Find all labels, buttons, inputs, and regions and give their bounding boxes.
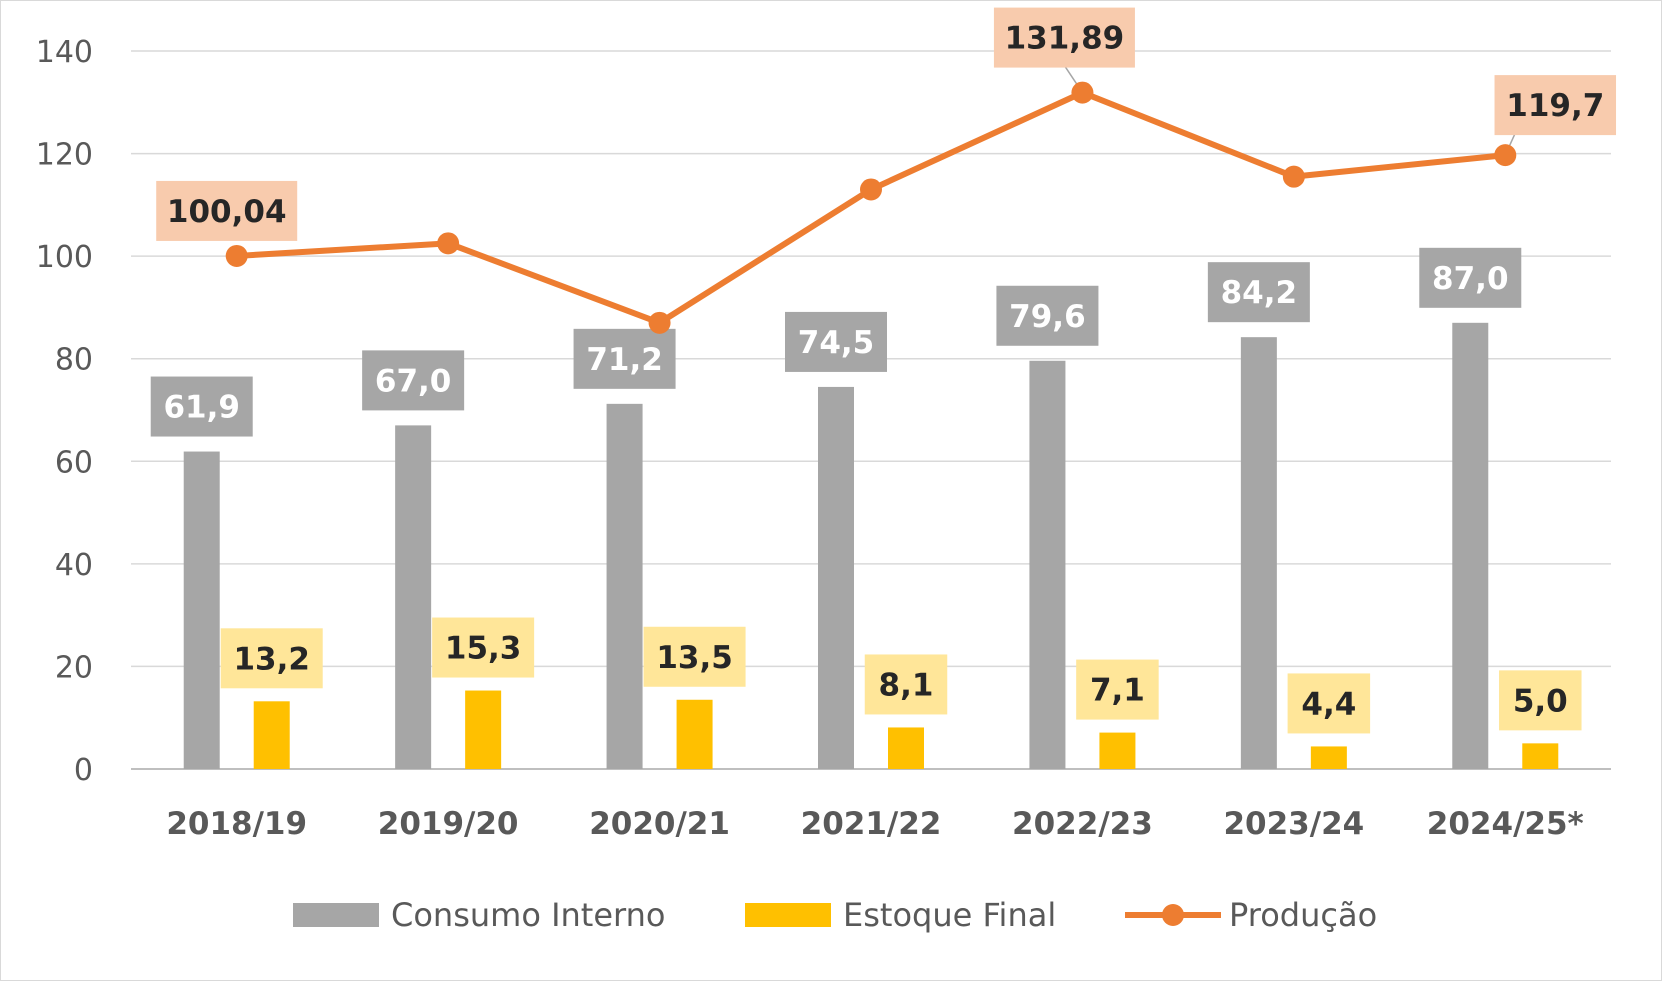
y-tick-label: 40 bbox=[55, 548, 93, 583]
bar-consumo-interno bbox=[818, 386, 854, 769]
point-producao bbox=[1282, 165, 1305, 188]
data-label-consumo-interno: 61,9 bbox=[163, 390, 240, 426]
data-label-producao-box bbox=[1494, 75, 1617, 136]
legend-label-consumo-interno: Consumo Interno bbox=[391, 896, 665, 934]
point-producao bbox=[225, 244, 248, 267]
data-label-estoque-final-box bbox=[1076, 659, 1159, 720]
bar-estoque-final bbox=[1310, 746, 1347, 769]
data-label-estoque-final-box bbox=[1287, 673, 1371, 734]
data-label-estoque-final: 5,0 bbox=[1513, 683, 1568, 719]
data-label-estoque-final: 13,5 bbox=[656, 640, 733, 676]
data-label-consumo-interno: 79,6 bbox=[1009, 299, 1086, 335]
data-label-estoque-final-box bbox=[220, 628, 323, 689]
data-label-estoque-final-box bbox=[643, 626, 746, 687]
y-tick-label: 80 bbox=[55, 343, 93, 378]
x-category-label: 2022/23 bbox=[1012, 806, 1153, 842]
legend-label-estoque-final: Estoque Final bbox=[843, 896, 1056, 934]
y-tick-label: 20 bbox=[55, 650, 93, 685]
x-category-label: 2024/25* bbox=[1427, 806, 1584, 842]
data-label-consumo-interno-box bbox=[1419, 247, 1522, 308]
data-label-producao: 119,7 bbox=[1506, 88, 1604, 124]
data-label-estoque-final: 13,2 bbox=[233, 641, 310, 677]
data-label-producao-box bbox=[156, 180, 298, 241]
point-producao bbox=[860, 178, 882, 201]
y-tick-label: 0 bbox=[74, 753, 93, 788]
bar-consumo-interno bbox=[606, 403, 643, 769]
data-label-consumo-interno-box bbox=[785, 311, 887, 372]
bar-consumo-interno bbox=[1240, 337, 1277, 769]
bar-consumo-interno bbox=[1452, 322, 1489, 769]
bar-estoque-final bbox=[465, 690, 502, 769]
bar-estoque-final bbox=[1099, 732, 1136, 769]
data-label-estoque-final-box bbox=[864, 654, 948, 715]
data-label-consumo-interno: 67,0 bbox=[375, 363, 452, 399]
bar-estoque-final bbox=[888, 727, 924, 769]
y-tick-label: 60 bbox=[55, 445, 93, 480]
bar-consumo-interno bbox=[1029, 360, 1066, 769]
data-label-producao: 131,89 bbox=[1005, 21, 1125, 57]
bar-estoque-final bbox=[676, 699, 713, 769]
data-label-estoque-final: 15,3 bbox=[445, 631, 522, 667]
point-producao bbox=[1494, 144, 1517, 167]
bar-estoque-final bbox=[253, 701, 290, 769]
bar-consumo-interno bbox=[395, 425, 432, 769]
data-label-consumo-interno-box bbox=[362, 350, 465, 411]
data-label-consumo-interno-box bbox=[996, 285, 1099, 346]
x-category-label: 2021/22 bbox=[801, 806, 942, 842]
data-label-consumo-interno-box bbox=[1207, 262, 1310, 323]
data-label-consumo-interno: 74,5 bbox=[798, 325, 875, 361]
data-label-producao: 100,04 bbox=[167, 194, 287, 230]
data-label-consumo-interno: 84,2 bbox=[1221, 275, 1298, 311]
y-tick-label: 140 bbox=[36, 35, 93, 70]
x-category-label: 2019/20 bbox=[378, 806, 519, 842]
x-category-label: 2018/19 bbox=[166, 806, 307, 842]
data-label-consumo-interno: 87,0 bbox=[1432, 261, 1509, 297]
x-category-label: 2023/24 bbox=[1223, 806, 1364, 842]
bar-consumo-interno bbox=[183, 451, 220, 769]
legend-label-producao: Produção bbox=[1229, 896, 1377, 934]
legend-marker-producao bbox=[1162, 904, 1184, 926]
line-producao bbox=[236, 89, 1506, 326]
data-label-estoque-final: 7,1 bbox=[1090, 673, 1145, 709]
point-producao bbox=[648, 311, 671, 334]
y-tick-label: 120 bbox=[36, 138, 93, 173]
data-label-estoque-final-box bbox=[1499, 670, 1582, 731]
data-label-consumo-interno-box bbox=[150, 376, 253, 437]
point-producao bbox=[437, 232, 460, 255]
legend-swatch-estoque-final bbox=[745, 903, 831, 927]
data-label-consumo-interno: 71,2 bbox=[586, 342, 663, 378]
legend-swatch-consumo-interno bbox=[293, 903, 379, 927]
data-label-estoque-final: 8,1 bbox=[879, 667, 934, 703]
bar-estoque-final bbox=[1522, 743, 1559, 769]
y-tick-label: 100 bbox=[36, 240, 93, 275]
x-category-label: 2020/21 bbox=[589, 806, 730, 842]
data-label-producao-box bbox=[993, 7, 1135, 68]
point-producao bbox=[1071, 81, 1094, 104]
data-label-consumo-interno-box bbox=[573, 328, 676, 389]
data-label-estoque-final: 4,4 bbox=[1301, 686, 1356, 722]
data-label-estoque-final-box bbox=[432, 617, 535, 678]
